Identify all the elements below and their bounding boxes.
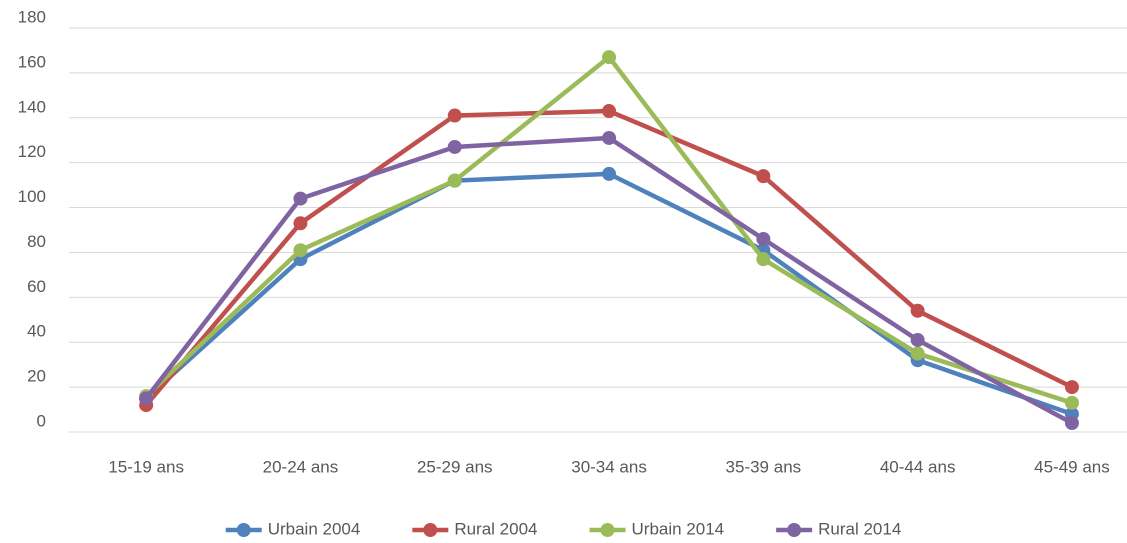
series-line: [144, 108, 1073, 407]
data-point: [756, 231, 771, 246]
y-tick-label: 120: [18, 142, 46, 161]
y-tick-label: 0: [37, 411, 46, 430]
legend-label: Urbain 2004: [268, 519, 361, 538]
y-tick-label: 100: [18, 187, 46, 206]
data-point: [756, 252, 771, 267]
legend-label: Rural 2014: [818, 519, 901, 538]
x-tick-label: 45-49 ans: [1034, 457, 1110, 476]
legend-item: Rural 2014: [776, 519, 901, 538]
x-tick-label: 25-29 ans: [417, 457, 493, 476]
data-point: [447, 139, 462, 154]
data-point: [910, 303, 925, 318]
y-tick-label: 20: [27, 367, 46, 386]
data-point: [293, 191, 308, 206]
data-point: [1064, 380, 1079, 395]
data-point: [910, 346, 925, 361]
legend-item: Rural 2004: [412, 519, 538, 538]
legend-marker: [423, 523, 438, 537]
legend-label: Urbain 2014: [632, 519, 725, 538]
series-line: [144, 171, 1073, 417]
data-point: [139, 391, 154, 406]
x-tick-label: 35-39 ans: [726, 457, 802, 476]
y-tick-label: 140: [18, 97, 46, 116]
x-tick-label: 30-34 ans: [571, 457, 647, 476]
data-point: [602, 166, 617, 181]
legend-item: Urbain 2004: [225, 519, 361, 538]
legend-marker: [600, 523, 615, 537]
x-tick-label: 40-44 ans: [880, 457, 956, 476]
legend-item: Urbain 2014: [589, 519, 725, 538]
x-tick-label: 15-19 ans: [108, 457, 184, 476]
y-tick-label: 60: [27, 277, 46, 296]
x-tick-label: 20-24 ans: [263, 457, 339, 476]
data-point: [1064, 395, 1079, 410]
data-point: [602, 50, 617, 65]
data-point: [602, 130, 617, 145]
data-point: [447, 108, 462, 123]
data-point: [1064, 416, 1079, 431]
data-point: [602, 104, 617, 119]
data-point: [293, 243, 308, 258]
data-point: [756, 169, 771, 184]
y-tick-label: 40: [27, 322, 46, 341]
legend-marker: [787, 523, 802, 537]
data-point: [293, 216, 308, 231]
data-point: [447, 173, 462, 188]
legend-label: Rural 2004: [454, 519, 537, 538]
legend-marker: [236, 523, 251, 537]
data-point: [910, 332, 925, 347]
y-tick-label: 180: [18, 7, 46, 26]
y-tick-label: 80: [27, 232, 46, 251]
y-tick-label: 160: [18, 52, 46, 71]
